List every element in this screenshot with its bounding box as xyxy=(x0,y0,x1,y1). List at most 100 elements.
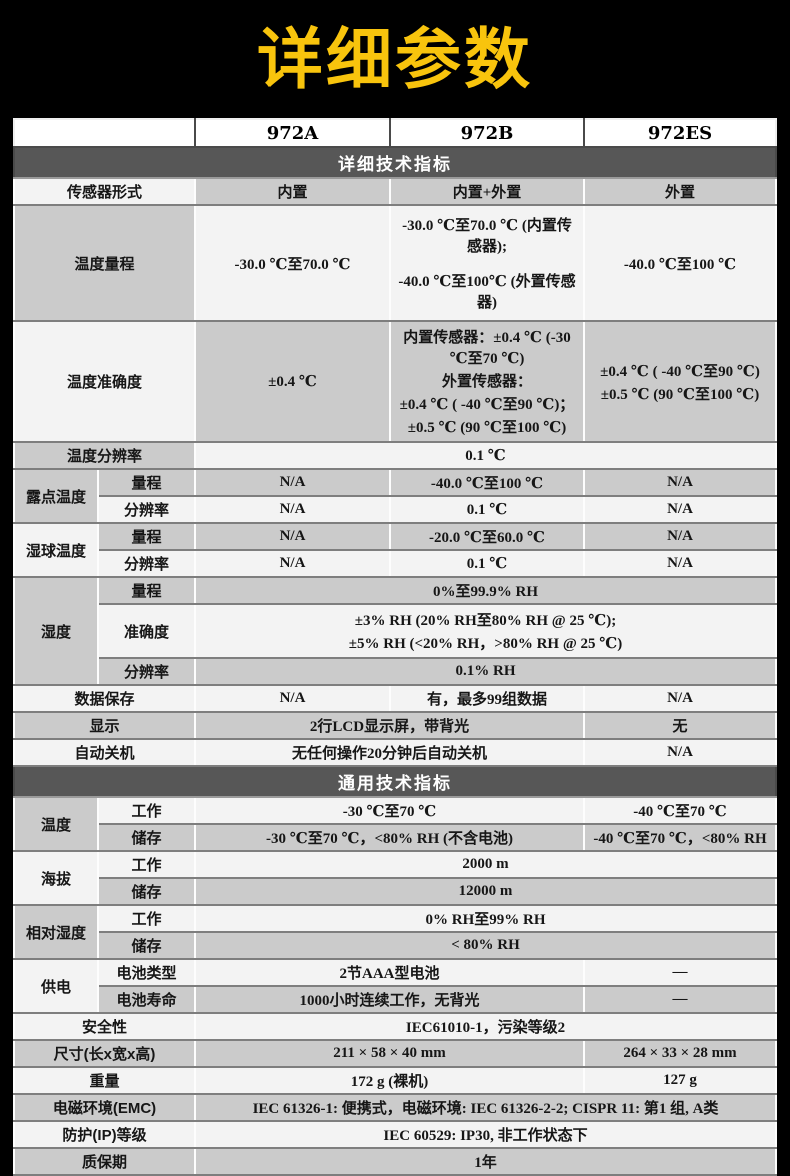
sensor-type-972a: 内置 xyxy=(194,177,391,206)
rh-storage-label: 储存 xyxy=(97,931,196,960)
op-temp-storage-972ab: -30 ℃至70 ℃，<80% RH (不含电池) xyxy=(194,823,585,852)
dew-range-972es: N/A xyxy=(583,468,777,497)
row-sensor-type: 传感器形式 内置 内置+外置 外置 xyxy=(13,177,777,206)
row-humidity-resolution: 分辨率 0.1% RH xyxy=(14,657,777,686)
row-op-temp-storage: 储存 -30 ℃至70 ℃，<80% RH (不含电池) -40 ℃至70 ℃，… xyxy=(14,823,777,852)
row-dew-resolution: 分辨率 N/A 0.1 ℃ N/A xyxy=(14,495,777,524)
row-battery-type: 供电 电池类型 2节AAA型电池 — xyxy=(13,958,777,1014)
spec-table: 972A 972B 972ES 详细技术指标 传感器形式 内置 内置+外置 外置… xyxy=(13,118,777,1176)
rh-storage-all: < 80% RH xyxy=(194,931,777,960)
row-wetbulb-resolution: 分辨率 N/A 0.1 ℃ N/A xyxy=(14,549,777,578)
dew-resolution-972a: N/A xyxy=(194,495,391,524)
row-battery-life: 电池寿命 1000小时连续工作，无背光 — xyxy=(14,985,777,1014)
dimensions-972es: 264 × 33 × 28 mm xyxy=(583,1039,777,1068)
col-header-972b: 972B xyxy=(389,118,585,148)
dew-range-972b: -40.0 ℃至100 ℃ xyxy=(389,468,585,497)
temp-range-972a: -30.0 ℃至70.0 ℃ xyxy=(194,204,391,322)
altitude-work-label: 工作 xyxy=(97,850,196,879)
display-972es: 无 xyxy=(583,711,777,740)
wetbulb-label: 湿球温度 xyxy=(13,522,99,578)
wetbulb-range-972a: N/A xyxy=(194,522,391,551)
row-temp-resolution: 温度分辨率 0.1 ℃ xyxy=(13,441,777,470)
op-temp-label: 温度 xyxy=(13,796,99,852)
altitude-storage-all: 12000 m xyxy=(194,877,777,906)
safety-label: 安全性 xyxy=(13,1012,196,1041)
temp-range-label: 温度量程 xyxy=(13,204,196,322)
temp-resolution-label: 温度分辨率 xyxy=(13,441,196,470)
emc-label: 电磁环境(EMC) xyxy=(13,1093,196,1122)
data-save-972a: N/A xyxy=(194,684,391,713)
row-auto-off: 自动关机 无任何操作20分钟后自动关机 N/A xyxy=(13,738,777,767)
row-weight: 重量 172 g (裸机) 127 g xyxy=(13,1066,777,1095)
page-title: 详细参数 xyxy=(257,22,533,96)
data-save-972b: 有，最多99组数据 xyxy=(389,684,585,713)
sensor-type-label: 传感器形式 xyxy=(13,177,196,206)
rh-work-all: 0% RH至99% RH xyxy=(194,904,777,933)
section1-header-row: 详细技术指标 xyxy=(13,146,777,179)
page-header: 详细参数 xyxy=(0,0,790,118)
row-display: 显示 2行LCD显示屏，带背光 无 xyxy=(13,711,777,740)
humidity-label: 湿度 xyxy=(13,576,99,686)
humidity-resolution-all: 0.1% RH xyxy=(194,657,777,686)
row-dew-range: 露点温度 量程 N/A -40.0 ℃至100 ℃ N/A xyxy=(13,468,777,524)
dew-resolution-972es: N/A xyxy=(583,495,777,524)
op-temp-work-label: 工作 xyxy=(97,796,196,825)
dew-range-972a: N/A xyxy=(194,468,391,497)
battery-type-label: 电池类型 xyxy=(97,958,196,987)
wetbulb-resolution-972a: N/A xyxy=(194,549,391,578)
temp-range-972es: -40.0 ℃至100 ℃ xyxy=(583,204,777,322)
battery-type-972ab: 2节AAA型电池 xyxy=(194,958,585,987)
section2-header: 通用技术指标 xyxy=(13,765,777,798)
wetbulb-range-972b: -20.0 ℃至60.0 ℃ xyxy=(389,522,585,551)
humidity-accuracy-all: ±3% RH (20% RH至80% RH @ 25 ℃); ±5% RH (<… xyxy=(194,603,777,659)
section1-header: 详细技术指标 xyxy=(13,146,777,179)
temp-accuracy-972a: ±0.4 ℃ xyxy=(194,320,391,443)
row-emc: 电磁环境(EMC) IEC 61326-1: 便携式，电磁环境: IEC 613… xyxy=(13,1093,777,1122)
row-altitude-work: 海拔 工作 2000 m xyxy=(13,850,777,906)
row-dimensions: 尺寸(长x宽x高) 211 × 58 × 40 mm 264 × 33 × 28… xyxy=(13,1039,777,1068)
data-save-972es: N/A xyxy=(583,684,777,713)
row-humidity-accuracy: 准确度 ±3% RH (20% RH至80% RH @ 25 ℃); ±5% R… xyxy=(14,603,777,659)
auto-off-972es: N/A xyxy=(583,738,777,767)
auto-off-label: 自动关机 xyxy=(13,738,196,767)
col-header-972a: 972A xyxy=(194,118,391,148)
temp-resolution-all: 0.1 ℃ xyxy=(194,441,777,470)
power-label: 供电 xyxy=(13,958,99,1014)
dew-point-label: 露点温度 xyxy=(13,468,99,524)
row-altitude-storage: 储存 12000 m xyxy=(14,877,777,906)
display-972ab: 2行LCD显示屏，带背光 xyxy=(194,711,585,740)
rh-work-label: 工作 xyxy=(97,904,196,933)
humidity-range-label: 量程 xyxy=(97,576,196,605)
dew-resolution-label: 分辨率 xyxy=(97,495,196,524)
row-warranty: 质保期 1年 xyxy=(13,1147,777,1176)
row-wetbulb-range: 湿球温度 量程 N/A -20.0 ℃至60.0 ℃ N/A xyxy=(13,522,777,578)
warranty-label: 质保期 xyxy=(13,1147,196,1176)
dimensions-972ab: 211 × 58 × 40 mm xyxy=(194,1039,585,1068)
weight-972ab: 172 g (裸机) xyxy=(194,1066,585,1095)
row-op-temp-work: 温度 工作 -30 ℃至70 ℃ -40 ℃至70 ℃ xyxy=(13,796,777,852)
wetbulb-resolution-972b: 0.1 ℃ xyxy=(389,549,585,578)
section2-header-row: 通用技术指标 xyxy=(13,765,777,798)
model-header-row: 972A 972B 972ES xyxy=(13,118,777,148)
sensor-type-972es: 外置 xyxy=(583,177,777,206)
ip-rating-label: 防护(IP)等级 xyxy=(13,1120,196,1149)
wetbulb-range-972es: N/A xyxy=(583,522,777,551)
temp-accuracy-972es: ±0.4 ℃ ( -40 ℃至90 ℃) ±0.5 ℃ (90 ℃至100 ℃) xyxy=(583,320,777,443)
battery-life-972es: — xyxy=(583,985,777,1014)
row-temp-range: 温度量程 -30.0 ℃至70.0 ℃ -30.0 ℃至70.0 ℃ (内置传感… xyxy=(13,204,777,322)
wetbulb-resolution-label: 分辨率 xyxy=(97,549,196,578)
temp-accuracy-label: 温度准确度 xyxy=(13,320,196,443)
dew-range-label: 量程 xyxy=(97,468,196,497)
corner-cell xyxy=(13,118,196,148)
altitude-work-all: 2000 m xyxy=(194,850,777,879)
row-temp-accuracy: 温度准确度 ±0.4 ℃ 内置传感器：±0.4 ℃ (-30 ℃至70 ℃) 外… xyxy=(13,320,777,443)
battery-life-label: 电池寿命 xyxy=(97,985,196,1014)
wetbulb-range-label: 量程 xyxy=(97,522,196,551)
humidity-resolution-label: 分辨率 xyxy=(97,657,196,686)
altitude-label: 海拔 xyxy=(13,850,99,906)
row-data-save: 数据保存 N/A 有，最多99组数据 N/A xyxy=(13,684,777,713)
temp-range-972b: -30.0 ℃至70.0 ℃ (内置传感器); -40.0 ℃至100℃ (外置… xyxy=(389,204,585,322)
humidity-accuracy-label: 准确度 xyxy=(97,603,196,659)
col-header-972es: 972ES xyxy=(583,118,777,148)
emc-all: IEC 61326-1: 便携式，电磁环境: IEC 61326-2-2; CI… xyxy=(194,1093,777,1122)
